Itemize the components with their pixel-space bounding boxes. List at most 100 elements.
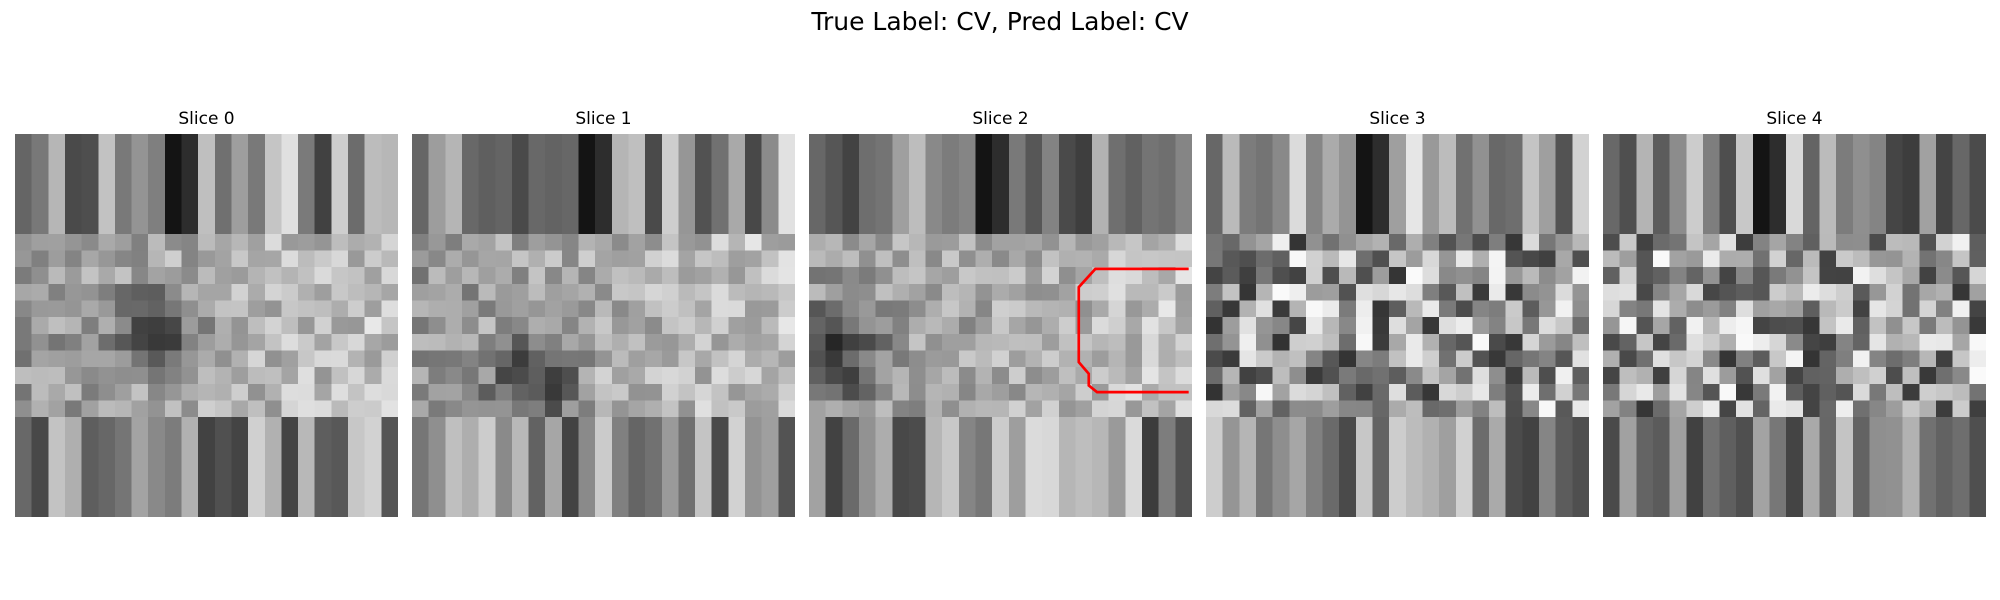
pixel-cell	[1769, 134, 1787, 151]
pixel-cell	[925, 134, 943, 151]
pixel-cell	[1702, 483, 1720, 501]
pixel-cell	[561, 233, 579, 251]
pixel-cell	[1058, 167, 1076, 185]
pixel-cell	[64, 400, 82, 418]
pixel-cell	[1255, 350, 1273, 368]
pixel-cell	[214, 383, 232, 401]
pixel-cell	[98, 200, 116, 218]
pixel-cell	[1819, 300, 1837, 318]
pixel-cell	[264, 317, 282, 335]
pixel-cell	[1802, 267, 1820, 285]
pixel-cell	[825, 417, 843, 435]
pixel-cell	[645, 134, 663, 151]
pixel-cell	[1239, 333, 1257, 351]
pixel-cell	[1902, 333, 1920, 351]
pixel-cell	[892, 433, 910, 451]
pixel-cell	[1619, 333, 1637, 351]
pixel-cell	[1042, 217, 1060, 235]
pixel-cell	[1339, 333, 1357, 351]
pixel-cell	[661, 450, 679, 468]
pixel-cell	[1305, 233, 1323, 251]
pixel-cell	[545, 317, 563, 335]
pixel-cell	[381, 467, 398, 485]
pixel-cell	[1936, 400, 1954, 418]
pixel-cell	[645, 467, 663, 485]
pixel-cell	[1158, 333, 1176, 351]
pixel-cell	[628, 467, 646, 485]
pixel-cell	[461, 250, 479, 268]
pixel-cell	[678, 217, 696, 235]
pixel-cell	[561, 333, 579, 351]
pixel-cell	[1289, 433, 1307, 451]
pixel-cell	[181, 417, 199, 435]
pixel-cell	[1025, 250, 1043, 268]
pixel-cell	[461, 300, 479, 318]
pixel-cell	[114, 333, 132, 351]
pixel-cell	[1786, 383, 1804, 401]
pixel-cell	[298, 150, 316, 168]
pixel-cell	[992, 233, 1010, 251]
pixel-cell	[1852, 433, 1870, 451]
pixel-cell	[348, 333, 366, 351]
pixel-cell	[892, 450, 910, 468]
pixel-cell	[98, 267, 116, 285]
pixel-cell	[595, 367, 613, 385]
pixel-cell	[628, 383, 646, 401]
pixel-cell	[1886, 467, 1904, 485]
pixel-cell	[511, 317, 529, 335]
pixel-cell	[114, 383, 132, 401]
pixel-cell	[1158, 217, 1176, 235]
pixel-cell	[825, 500, 843, 517]
pixel-cell	[461, 317, 479, 335]
pixel-cell	[511, 433, 529, 451]
pixel-cell	[1175, 250, 1192, 268]
pixel-cell	[875, 350, 893, 368]
pixel-cell	[248, 483, 266, 501]
pixel-cell	[661, 183, 679, 201]
pixel-cell	[1289, 233, 1307, 251]
pixel-cell	[495, 500, 513, 517]
pixel-cell	[164, 350, 182, 368]
pixel-cell	[1936, 450, 1954, 468]
pixel-cell	[461, 134, 479, 151]
pixel-cell	[1372, 300, 1390, 318]
pixel-cell	[628, 433, 646, 451]
pixel-cell	[381, 367, 398, 385]
pixel-cell	[264, 233, 282, 251]
pixel-cell	[1522, 300, 1540, 318]
pixel-cell	[461, 433, 479, 451]
pixel-cell	[1752, 167, 1770, 185]
pixel-cell	[1539, 333, 1557, 351]
pixel-cell	[1869, 300, 1887, 318]
pixel-cell	[412, 467, 429, 485]
pixel-cell	[181, 150, 199, 168]
pixel-cell	[1736, 500, 1754, 517]
pixel-cell	[1969, 150, 1986, 168]
pixel-cell	[1686, 283, 1704, 301]
pixel-cell	[381, 433, 398, 451]
pixel-cell	[975, 500, 993, 517]
pixel-cell	[661, 217, 679, 235]
pixel-cell	[761, 134, 779, 151]
pixel-cell	[1255, 200, 1273, 218]
pixel-cell	[1239, 383, 1257, 401]
pixel-cell	[264, 250, 282, 268]
pixel-cell	[1603, 283, 1620, 301]
pixel-cell	[1952, 450, 1970, 468]
pixel-cell	[31, 450, 49, 468]
pixel-cell	[1736, 233, 1754, 251]
pixel-cell	[1969, 283, 1986, 301]
pixel-cell	[1372, 233, 1390, 251]
pixel-cell	[1919, 183, 1937, 201]
pixel-cell	[1472, 150, 1490, 168]
pixel-cell	[595, 450, 613, 468]
pixel-cell	[1158, 134, 1176, 151]
pixel-cell	[595, 383, 613, 401]
pixel-cell	[1272, 400, 1290, 418]
pixel-cell	[1075, 450, 1093, 468]
pixel-cell	[611, 250, 629, 268]
pixel-cell	[1142, 333, 1160, 351]
pixel-cell	[1869, 134, 1887, 151]
pixel-cell	[561, 283, 579, 301]
pixel-cell	[428, 500, 446, 517]
